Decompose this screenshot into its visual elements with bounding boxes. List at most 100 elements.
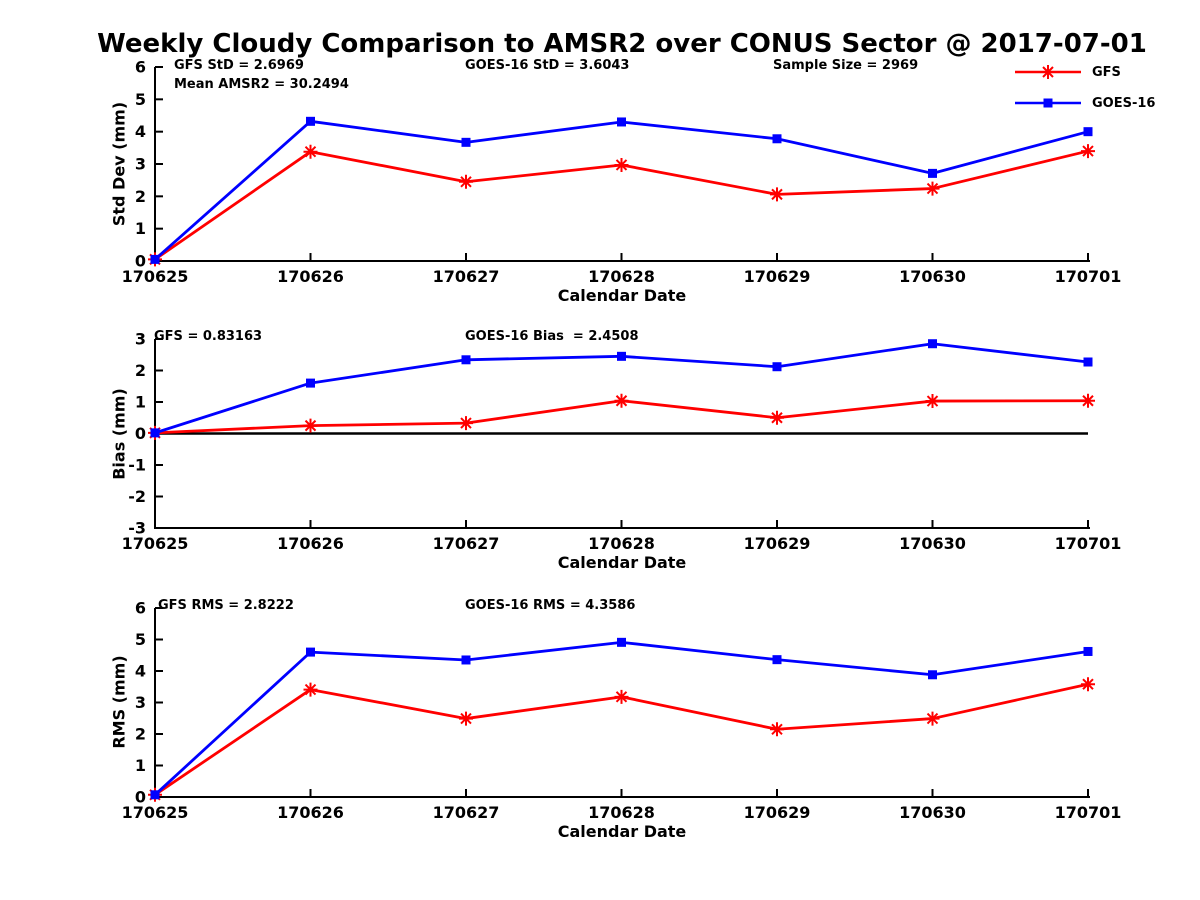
x-tick-label: 170627 bbox=[433, 534, 500, 553]
legend-label-goes16: GOES-16 bbox=[1092, 95, 1156, 111]
y-tick-label: 2 bbox=[135, 725, 146, 744]
marker-square bbox=[1083, 646, 1093, 656]
square-marker-icon bbox=[1043, 98, 1053, 108]
x-axis-label-1: Calendar Date bbox=[557, 286, 687, 305]
legend: GFS GOES-16 bbox=[1012, 61, 1155, 123]
y-tick-label: -1 bbox=[128, 456, 146, 475]
x-tick-label: 170628 bbox=[588, 534, 655, 553]
y-tick-label: 4 bbox=[135, 122, 146, 141]
marker-square bbox=[461, 355, 471, 365]
marker-asterisk bbox=[459, 711, 473, 726]
marker-square bbox=[928, 670, 937, 680]
marker-square bbox=[150, 254, 160, 264]
legend-item-goes16: GOES-16 bbox=[1012, 92, 1155, 114]
y-tick-label: 0 bbox=[135, 252, 146, 271]
marker-square bbox=[928, 339, 937, 349]
y-tick-label: 2 bbox=[135, 361, 146, 380]
y-tick-label: 3 bbox=[135, 330, 146, 349]
marker-asterisk bbox=[925, 181, 940, 196]
chart-title: Weekly Cloudy Comparison to AMSR2 over C… bbox=[97, 29, 1147, 59]
x-tick-label: 170625 bbox=[122, 267, 189, 286]
annotation-gfs-bias: GFS = 0.83163 bbox=[154, 329, 263, 344]
marker-square bbox=[617, 637, 626, 647]
x-tick-label: 170625 bbox=[122, 803, 189, 822]
marker-asterisk bbox=[1081, 144, 1095, 159]
marker-square bbox=[617, 117, 626, 127]
marker-square bbox=[306, 378, 315, 388]
marker-asterisk bbox=[303, 418, 318, 433]
x-tick-label: 170628 bbox=[588, 803, 655, 822]
marker-square bbox=[1083, 127, 1093, 137]
marker-asterisk bbox=[1081, 677, 1095, 692]
x-tick-label: 170629 bbox=[744, 267, 811, 286]
marker-asterisk bbox=[614, 689, 629, 704]
marker-square bbox=[772, 134, 782, 144]
goes16-line-sample-icon bbox=[1015, 98, 1081, 108]
series-line-goes-16 bbox=[154, 640, 1089, 796]
x-tick-label: 170626 bbox=[277, 267, 344, 286]
y-axis-label-rms: RMS (mm) bbox=[109, 655, 129, 749]
marker-asterisk bbox=[614, 393, 629, 408]
x-tick-label: 170701 bbox=[1055, 803, 1122, 822]
marker-asterisk bbox=[770, 722, 784, 737]
y-tick-label: 6 bbox=[135, 58, 146, 77]
y-tick-label: 6 bbox=[135, 599, 146, 618]
x-tick-label: 170627 bbox=[433, 803, 500, 822]
annotation-mean-amsr2: Mean AMSR2 = 30.2494 bbox=[174, 77, 349, 92]
x-axis-label-3: Calendar Date bbox=[557, 822, 687, 841]
annotation-gfs-std: GFS StD = 2.6969 bbox=[174, 58, 304, 73]
x-axis-label-2: Calendar Date bbox=[557, 553, 687, 572]
x-tick-label: 170629 bbox=[744, 803, 811, 822]
marker-asterisk bbox=[925, 394, 940, 409]
annotation-goes-std: GOES-16 StD = 3.6043 bbox=[465, 58, 630, 73]
x-tick-label: 170626 bbox=[277, 534, 344, 553]
annotation-goes-rms: GOES-16 RMS = 4.3586 bbox=[465, 598, 636, 613]
legend-label-gfs: GFS bbox=[1092, 64, 1121, 80]
marker-square bbox=[772, 362, 782, 372]
y-tick-label: 4 bbox=[135, 662, 146, 681]
marker-asterisk bbox=[770, 187, 784, 202]
marker-square bbox=[1083, 357, 1093, 367]
marker-asterisk bbox=[303, 682, 318, 697]
marker-square bbox=[772, 655, 782, 665]
x-tick-label: 170630 bbox=[899, 267, 966, 286]
marker-square bbox=[928, 168, 937, 178]
marker-square bbox=[306, 116, 315, 126]
marker-asterisk bbox=[925, 711, 940, 726]
annotation-sample-size: Sample Size = 2969 bbox=[773, 58, 919, 73]
x-tick-label: 170627 bbox=[433, 267, 500, 286]
y-tick-label: 0 bbox=[135, 424, 146, 443]
x-tick-label: 170629 bbox=[744, 534, 811, 553]
annotation-gfs-rms: GFS RMS = 2.8222 bbox=[158, 598, 294, 613]
y-tick-label: 3 bbox=[135, 155, 146, 174]
y-tick-label: 1 bbox=[135, 756, 146, 775]
y-tick-label: 1 bbox=[135, 393, 146, 412]
x-tick-label: 170701 bbox=[1055, 534, 1122, 553]
marker-asterisk bbox=[614, 157, 629, 172]
marker-asterisk bbox=[459, 174, 473, 189]
y-tick-label: -2 bbox=[128, 487, 146, 506]
marker-square bbox=[617, 351, 626, 361]
marker-asterisk bbox=[303, 144, 318, 159]
marker-square bbox=[150, 790, 160, 800]
x-tick-label: 170630 bbox=[899, 534, 966, 553]
marker-square bbox=[461, 655, 471, 665]
marker-square bbox=[461, 137, 471, 147]
x-tick-label: 170625 bbox=[122, 534, 189, 553]
x-tick-label: 170630 bbox=[899, 803, 966, 822]
y-tick-label: 1 bbox=[135, 219, 146, 238]
series-line-goes-16 bbox=[154, 119, 1089, 261]
marker-square bbox=[306, 647, 315, 657]
marker-square bbox=[150, 428, 160, 438]
y-tick-label: 5 bbox=[135, 90, 146, 109]
y-axis-label-stddev: Std Dev (mm) bbox=[109, 101, 129, 227]
x-tick-label: 170628 bbox=[588, 267, 655, 286]
x-tick-label: 170626 bbox=[277, 803, 344, 822]
asterisk-marker-icon bbox=[1041, 65, 1055, 79]
y-tick-label: 2 bbox=[135, 187, 146, 206]
y-tick-label: 3 bbox=[135, 693, 146, 712]
annotation-goes-bias: GOES-16 Bias = 2.4508 bbox=[465, 329, 639, 344]
marker-asterisk bbox=[1081, 393, 1095, 408]
marker-asterisk bbox=[770, 410, 784, 425]
